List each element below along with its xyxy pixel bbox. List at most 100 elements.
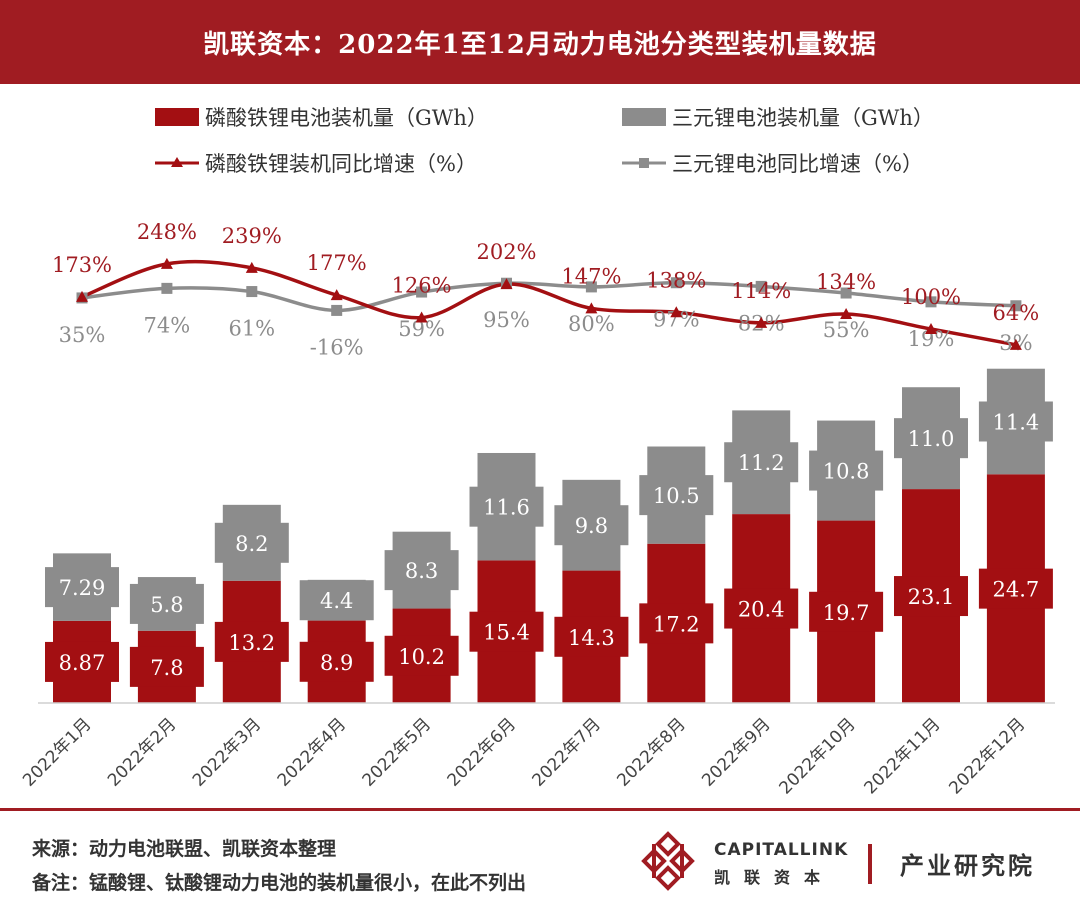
x-tick-label: 2022年4月 bbox=[274, 714, 350, 790]
marker-lfp bbox=[925, 323, 937, 334]
label-box-lfp bbox=[45, 641, 119, 682]
marker-lfp bbox=[415, 311, 428, 323]
data-label-lfp-growth: 134% bbox=[816, 270, 876, 294]
chart-legend: 磷酸铁锂电池装机量（GWh） 三元锂电池装机量（GWh） 磷酸铁锂装机同比增速（… bbox=[0, 92, 1080, 182]
label-box-ternary bbox=[894, 418, 968, 459]
data-label-ternary: 10.8 bbox=[823, 460, 870, 484]
data-label-lfp-growth: 64% bbox=[993, 301, 1040, 325]
legend-label-ternary-bar: 三元锂电池装机量（GWh） bbox=[672, 106, 934, 130]
label-box-lfp bbox=[214, 621, 289, 662]
data-label-lfp-growth: 100% bbox=[901, 285, 961, 309]
x-tick-label: 2022年9月 bbox=[698, 714, 774, 790]
data-label-lfp: 23.1 bbox=[908, 585, 955, 609]
data-label-ternary: 11.0 bbox=[908, 427, 955, 451]
remark-note: 备注：锰酸锂、钛酸锂动力电池的装机量很小，在此不列出 bbox=[32, 872, 527, 894]
marker-lfp bbox=[755, 316, 768, 328]
marker-ternary bbox=[1010, 300, 1022, 312]
label-box-ternary bbox=[45, 567, 119, 608]
marker-ternary bbox=[755, 280, 767, 292]
chart-plot: 8.87 7.29 7.8 5.8 13.2 8.2 8.9 4.4 10.2 8.3 15.4 11… bbox=[19, 220, 1055, 798]
label-box-lfp bbox=[978, 568, 1053, 609]
legend-item-lfp-bar: 磷酸铁锂电池装机量（GWh） bbox=[155, 102, 488, 132]
x-tick-label: 2022年2月 bbox=[104, 714, 180, 790]
legend-line-ternary-icon bbox=[622, 158, 666, 168]
data-label-ternary-growth: 95% bbox=[483, 308, 530, 332]
x-tick-label: 2022年12月 bbox=[945, 714, 1029, 798]
marker-ternary bbox=[840, 287, 852, 299]
data-label-ternary: 7.29 bbox=[59, 576, 106, 600]
data-label-lfp: 14.3 bbox=[568, 626, 615, 650]
x-tick-label: 2022年8月 bbox=[613, 714, 689, 790]
marker-ternary bbox=[416, 286, 428, 298]
data-label-lfp: 8.9 bbox=[320, 651, 353, 675]
x-tick-label: 2022年5月 bbox=[359, 714, 435, 790]
marker-ternary bbox=[331, 304, 343, 316]
data-label-lfp-growth: 126% bbox=[392, 274, 452, 298]
data-label-ternary: 5.8 bbox=[150, 593, 183, 617]
data-label-lfp: 13.2 bbox=[228, 631, 275, 655]
legend-item-lfp-line: 磷酸铁锂装机同比增速（%） bbox=[155, 148, 477, 178]
label-box-ternary bbox=[639, 475, 714, 516]
brand-separator bbox=[868, 844, 872, 884]
label-box-lfp bbox=[639, 603, 714, 644]
data-label-lfp: 7.8 bbox=[150, 656, 183, 680]
legend-line-lfp-icon bbox=[155, 157, 199, 167]
label-box-lfp bbox=[299, 641, 374, 682]
data-label-ternary-growth: 61% bbox=[228, 317, 275, 341]
x-tick-label: 2022年10月 bbox=[776, 714, 860, 798]
marker-lfp bbox=[330, 289, 343, 301]
legend-item-ternary-bar: 三元锂电池装机量（GWh） bbox=[622, 102, 934, 132]
marker-ternary bbox=[670, 277, 682, 289]
marker-lfp bbox=[670, 306, 683, 318]
legend-swatch-lfp bbox=[155, 108, 199, 126]
brand-name-en: CAPITALLINK bbox=[714, 840, 849, 860]
label-box-ternary bbox=[384, 550, 459, 591]
label-box-ternary bbox=[214, 522, 289, 563]
x-tick-label: 2022年7月 bbox=[529, 714, 605, 790]
data-label-ternary: 11.6 bbox=[483, 496, 530, 520]
footer-divider bbox=[0, 808, 1080, 811]
data-label-ternary: 4.4 bbox=[320, 589, 353, 613]
marker-lfp bbox=[160, 257, 173, 269]
legend-label-lfp-line: 磷酸铁锂装机同比增速（%） bbox=[205, 152, 477, 176]
label-box-ternary bbox=[809, 450, 884, 491]
data-label-lfp-growth: 147% bbox=[561, 264, 621, 288]
x-tick-label: 2022年1月 bbox=[19, 714, 95, 790]
marker-lfp bbox=[585, 302, 598, 314]
legend-swatch-ternary bbox=[622, 108, 666, 126]
marker-ternary bbox=[585, 281, 597, 293]
data-label-lfp-growth: 239% bbox=[222, 224, 282, 248]
data-label-ternary: 8.3 bbox=[405, 559, 438, 583]
data-label-lfp: 15.4 bbox=[483, 621, 530, 645]
line-ternary-growth bbox=[81, 280, 1016, 313]
marker-ternary bbox=[161, 282, 173, 294]
page-title: 凯联资本：2022年1至12月动力电池分类型装机量数据 bbox=[203, 29, 877, 60]
data-label-ternary: 11.4 bbox=[993, 410, 1040, 434]
x-tick-label: 2022年11月 bbox=[860, 714, 944, 798]
data-label-ternary-growth: -16% bbox=[310, 335, 364, 359]
x-tick-label: 2022年6月 bbox=[444, 714, 520, 790]
marker-ternary bbox=[246, 286, 258, 298]
label-box-lfp bbox=[384, 635, 459, 676]
legend-label-ternary-line: 三元锂电池同比增速（%） bbox=[672, 152, 923, 176]
footer: 来源：动力电池联盟、凯联资本整理 备注：锰酸锂、钛酸锂动力电池的装机量很小，在此… bbox=[0, 808, 1080, 908]
marker-lfp bbox=[500, 278, 513, 290]
label-box-lfp bbox=[894, 576, 968, 617]
data-label-ternary: 8.2 bbox=[235, 532, 268, 556]
label-box-ternary bbox=[129, 583, 204, 624]
data-label-lfp: 24.7 bbox=[993, 578, 1040, 602]
label-box-ternary bbox=[299, 580, 374, 621]
marker-ternary bbox=[925, 296, 937, 308]
data-label-ternary: 9.8 bbox=[575, 514, 608, 538]
source-note: 来源：动力电池联盟、凯联资本整理 bbox=[32, 838, 337, 860]
data-label-ternary-growth: 55% bbox=[823, 318, 870, 342]
data-label-lfp: 20.4 bbox=[738, 598, 785, 622]
brand-name-cn: 凯联资本 bbox=[714, 868, 835, 887]
marker-lfp bbox=[1009, 338, 1022, 350]
data-label-ternary: 10.5 bbox=[653, 484, 700, 508]
label-box-ternary bbox=[554, 505, 629, 546]
label-box-ternary bbox=[978, 401, 1053, 442]
legend-item-ternary-line: 三元锂电池同比增速（%） bbox=[622, 148, 923, 178]
marker-lfp bbox=[245, 261, 258, 273]
institute-name: 产业研究院 bbox=[900, 851, 1035, 880]
